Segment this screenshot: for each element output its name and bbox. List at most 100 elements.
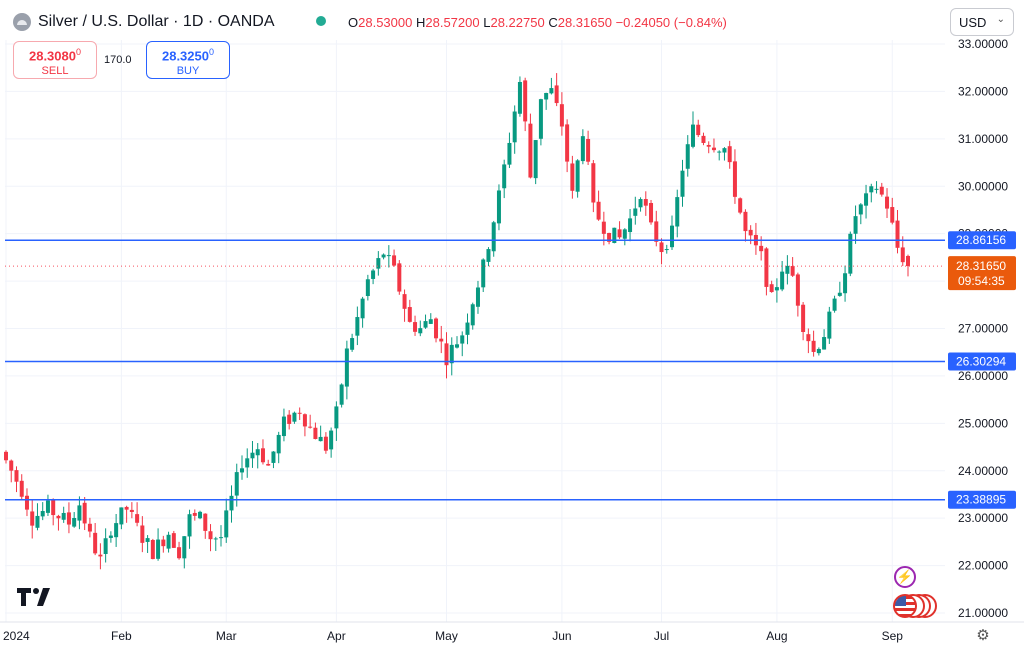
candle-down — [732, 161, 737, 197]
candle-down — [413, 322, 418, 332]
candle-down — [266, 463, 271, 466]
candle-down — [87, 523, 92, 532]
candle-down — [701, 135, 706, 143]
currency-select[interactable]: USD ⌄ — [950, 8, 1014, 36]
candle-up — [114, 523, 119, 538]
candle-down — [601, 221, 606, 234]
y-tick-label: 21.00000 — [958, 606, 1008, 620]
candle-up — [145, 538, 150, 542]
candle-up — [386, 255, 391, 257]
candle-down — [82, 502, 87, 524]
candle-down — [129, 509, 134, 512]
level-badge-label: 23.38895 — [956, 493, 1006, 507]
us-flag-icon[interactable] — [893, 594, 937, 618]
candle-down — [711, 147, 716, 151]
high-value: 28.57200 — [425, 15, 480, 30]
candle-down — [559, 104, 564, 127]
candle-down — [643, 199, 648, 206]
candle-up — [371, 270, 376, 279]
candle-down — [402, 294, 407, 309]
candle-up — [250, 452, 255, 459]
sell-button[interactable]: 28.30800 SELL — [13, 41, 97, 79]
close-label: C — [548, 15, 558, 30]
candle-up — [864, 193, 869, 206]
candle-up — [502, 164, 507, 189]
sell-price: 28.3080 — [28, 48, 76, 64]
candle-down — [806, 334, 811, 342]
candle-up — [281, 416, 286, 437]
buy-price-sup: 0 — [208, 47, 214, 57]
candle-down — [795, 274, 800, 306]
candle-up — [271, 451, 276, 463]
candle-down — [308, 426, 313, 428]
x-tick-label: Jul — [654, 629, 669, 643]
last-price-label: 28.31650 — [956, 259, 1006, 273]
candle-down — [4, 451, 8, 461]
candle-up — [580, 136, 585, 162]
candles — [4, 73, 910, 570]
tradingview-logo-icon[interactable] — [17, 588, 53, 612]
candle-down — [554, 85, 559, 104]
candle-up — [780, 271, 785, 290]
candle-up — [329, 430, 334, 450]
candle-down — [743, 211, 748, 232]
horizontal-levels — [5, 239, 945, 501]
chevron-down-icon: ⌄ — [996, 14, 1005, 25]
candle-down — [764, 248, 769, 287]
candle-down — [98, 554, 103, 557]
candle-up — [72, 518, 77, 527]
candle-up — [156, 539, 161, 559]
candle-up — [837, 292, 842, 296]
candle-up — [182, 536, 187, 559]
candle-down — [444, 343, 449, 366]
candle-down — [171, 533, 176, 548]
candle-up — [219, 537, 224, 539]
candle-down — [696, 124, 701, 136]
x-tick-label: Mar — [216, 629, 237, 643]
candle-up — [428, 319, 433, 324]
candle-down — [192, 512, 197, 516]
open-value: 28.53000 — [358, 15, 413, 30]
candle-down — [890, 207, 895, 223]
candle-up — [858, 204, 863, 215]
candle-up — [816, 348, 821, 354]
candle-up — [187, 514, 192, 537]
high-label: H — [415, 15, 426, 30]
x-tick-label: 2024 — [3, 629, 30, 643]
candle-up — [612, 227, 617, 244]
gear-icon[interactable]: ⚙ — [976, 627, 990, 644]
y-tick-label: 33.00000 — [958, 37, 1008, 51]
candle-down — [607, 232, 612, 242]
candle-up — [239, 468, 244, 473]
candle-down — [24, 495, 29, 510]
open-label: O — [348, 15, 359, 30]
y-tick-label: 31.00000 — [958, 132, 1008, 146]
flash-icon[interactable]: ⚡ — [894, 566, 916, 588]
buy-price: 28.3250 — [161, 48, 209, 64]
candle-up — [339, 384, 344, 405]
candle-down — [297, 412, 302, 414]
candle-up — [276, 434, 281, 454]
candle-up — [843, 273, 848, 294]
spread-value: 170.0 — [104, 54, 132, 66]
market-open-dot-icon — [316, 16, 326, 26]
candle-up — [575, 160, 580, 192]
candle-up — [376, 258, 381, 269]
candle-down — [140, 525, 145, 543]
candle-up — [77, 505, 82, 521]
candle-up — [622, 229, 627, 239]
candle-up — [245, 458, 250, 468]
candle-down — [523, 80, 528, 122]
buy-button[interactable]: 28.32500 BUY — [146, 41, 230, 79]
last-price-badge — [948, 256, 1016, 291]
symbol-title[interactable]: Silver / U.S. Dollar · 1D · OANDA — [38, 13, 275, 30]
sell-label: SELL — [41, 65, 69, 78]
candle-up — [827, 311, 832, 339]
candle-down — [591, 163, 596, 203]
candle-up — [213, 538, 218, 540]
ohlc-legend: O28.53000 H28.57200 L28.22750 C28.31650 … — [348, 15, 727, 30]
candle-down — [434, 318, 439, 339]
candle-down — [748, 229, 753, 236]
candle-up — [874, 188, 879, 190]
